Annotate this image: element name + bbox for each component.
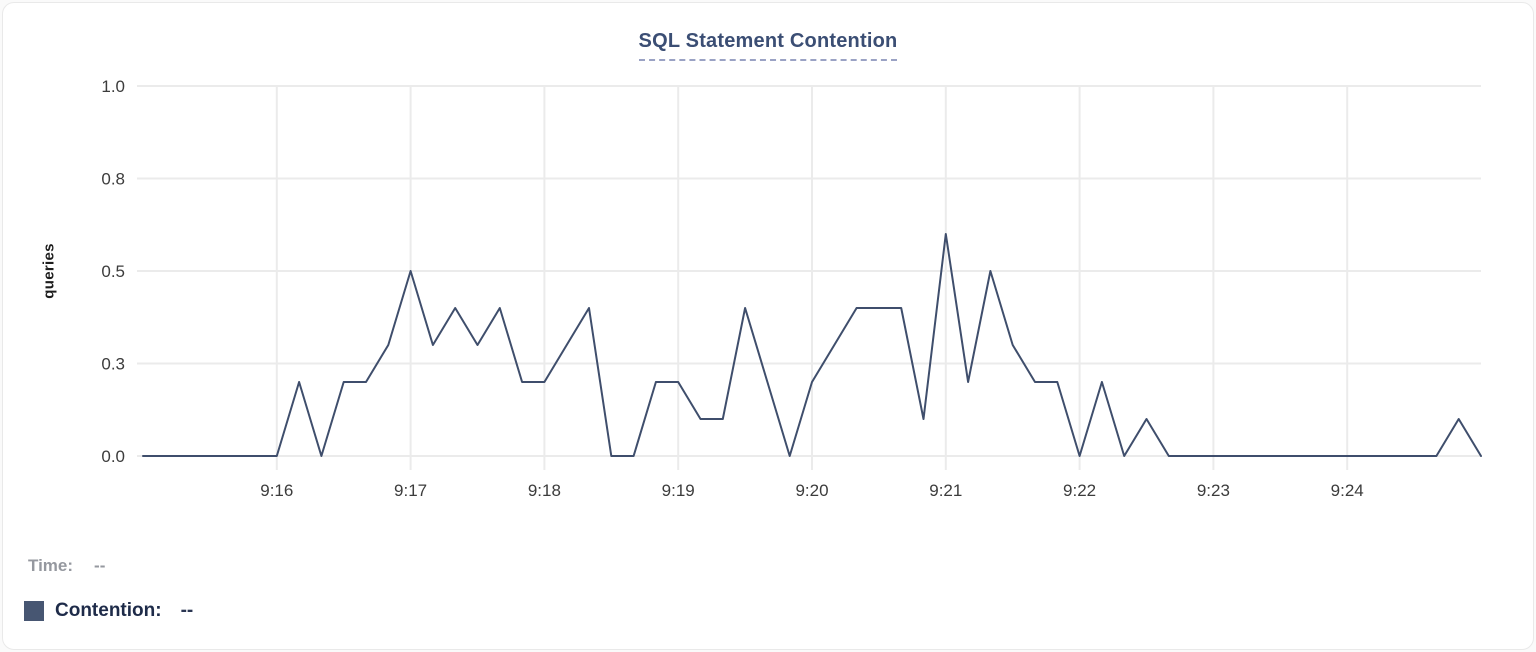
chart-header: SQL Statement Contention bbox=[3, 30, 1533, 61]
x-tick-label: 9:17 bbox=[394, 481, 427, 500]
contention-chart[interactable]: 0.0 0.3 0.5 0.8 1.0 9:16 9:17 9:18 9:19 9:20 9:21 9… bbox=[3, 3, 1535, 533]
legend-contention-row[interactable]: Contention: -- bbox=[24, 600, 193, 622]
legend-time-row: Time: -- bbox=[28, 556, 105, 576]
chart-title[interactable]: SQL Statement Contention bbox=[638, 30, 898, 61]
contention-chart-svg[interactable]: 0.0 0.3 0.5 0.8 1.0 9:16 9:17 9:18 9:19 9:20 9:21 9… bbox=[3, 3, 1535, 533]
legend-time-label: Time: bbox=[28, 556, 74, 575]
x-tick-label: 9:18 bbox=[528, 481, 561, 500]
chart-legend: Time: -- Contention: -- bbox=[3, 529, 1533, 649]
contention-series-swatch bbox=[24, 601, 44, 621]
x-tick-label: 9:16 bbox=[260, 481, 293, 500]
x-tick-label: 9:20 bbox=[795, 481, 828, 500]
x-tick-label: 9:19 bbox=[662, 481, 695, 500]
x-tick-label: 9:23 bbox=[1197, 481, 1230, 500]
y-tick-label: 1.0 bbox=[101, 77, 125, 96]
y-tick-label: 0.5 bbox=[101, 262, 125, 281]
legend-contention-value: -- bbox=[180, 600, 194, 621]
legend-time-value: -- bbox=[94, 556, 106, 575]
y-tick-label: 0.8 bbox=[101, 170, 125, 189]
legend-contention-label: Contention: bbox=[55, 600, 162, 621]
x-tick-label: 9:21 bbox=[929, 481, 962, 500]
contention-series-line bbox=[142, 233, 1482, 457]
y-axis-title: queries bbox=[40, 243, 58, 299]
x-tick-label: 9:22 bbox=[1063, 481, 1096, 500]
y-tick-label: 0.3 bbox=[101, 355, 125, 374]
x-tick-label: 9:24 bbox=[1331, 481, 1364, 500]
y-tick-label: 0.0 bbox=[101, 447, 125, 466]
